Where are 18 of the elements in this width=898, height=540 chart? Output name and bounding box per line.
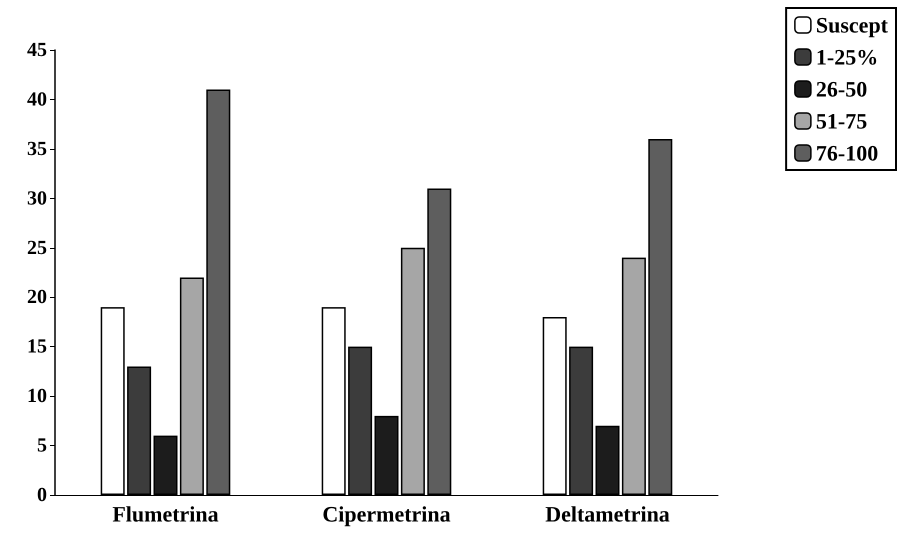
- legend-label: 1-25%: [816, 44, 878, 70]
- y-tick-label: 40: [27, 88, 47, 110]
- x-tick-label: Flumetrina: [112, 502, 219, 526]
- y-tick-label: 35: [27, 138, 47, 160]
- x-tick-label: Cipermetrina: [322, 502, 451, 526]
- y-tick-label: 20: [27, 286, 47, 308]
- y-tick-label: 10: [27, 385, 47, 408]
- y-tick-label: 45: [27, 39, 47, 61]
- y-tick-label: 0: [37, 484, 47, 506]
- legend-label: 51-75: [816, 108, 868, 134]
- x-tick-label: Deltametrina: [545, 502, 670, 526]
- y-tick-label: 5: [37, 434, 47, 457]
- legend-label: Suscept: [816, 12, 889, 38]
- y-tick-label: 30: [27, 187, 47, 210]
- legend-label: 26-50: [816, 76, 868, 102]
- legend-label: 76-100: [816, 140, 878, 166]
- y-tick-label: 15: [27, 336, 47, 358]
- y-tick-label: 25: [27, 236, 47, 259]
